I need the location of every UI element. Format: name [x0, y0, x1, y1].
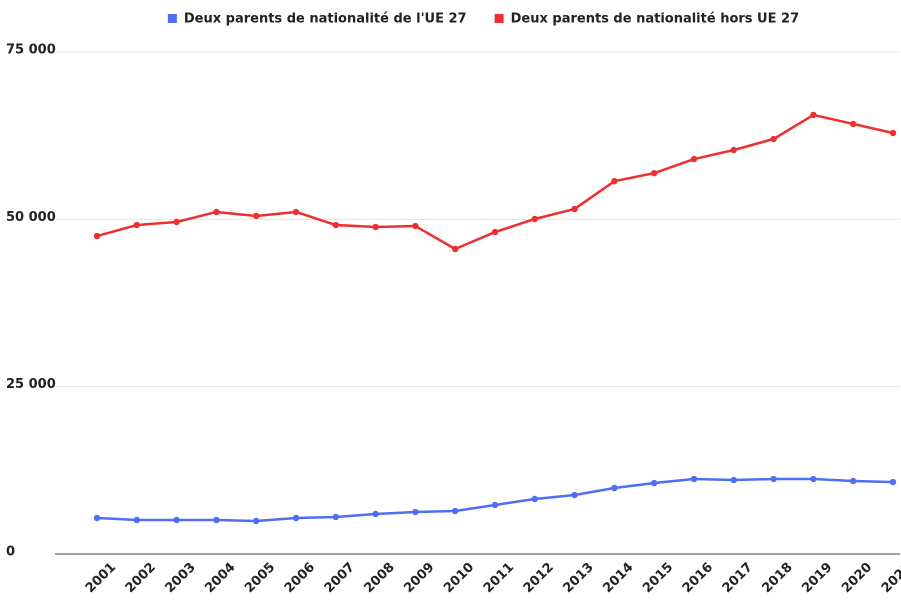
data-point	[531, 215, 538, 223]
x-tick-label: 2005	[242, 560, 278, 596]
x-tick-label: 2013	[561, 560, 597, 596]
x-tick-label: 2012	[521, 560, 557, 596]
legend-swatch	[494, 14, 504, 23]
data-point	[531, 495, 538, 503]
legend: Deux parents de nationalité de l'UE 27 De…	[167, 12, 800, 27]
x-tick-label: 2020	[839, 560, 875, 596]
data-point	[571, 205, 578, 213]
x-tick-label: 2018	[760, 560, 796, 596]
data-point	[690, 475, 698, 483]
x-tick-label: 2009	[401, 560, 437, 596]
data-point	[571, 491, 578, 499]
data-point	[770, 475, 777, 483]
data-point	[213, 516, 220, 524]
data-point	[611, 177, 618, 185]
x-tick-label: 2014	[600, 560, 636, 596]
data-point	[173, 516, 180, 524]
data-point	[690, 155, 698, 163]
x-tick-label: 2007	[322, 560, 358, 596]
data-point	[173, 218, 180, 226]
data-point	[372, 510, 379, 518]
x-tick-label: 2017	[720, 560, 756, 596]
data-point	[452, 507, 459, 515]
x-tick-label: 2008	[362, 560, 398, 596]
y-tick-label: 50 000	[6, 210, 56, 225]
data-point	[133, 516, 140, 524]
legend-label: Deux parents de nationalité hors UE 27	[511, 12, 800, 27]
data-point	[372, 223, 379, 231]
x-tick-label: 2021	[879, 560, 901, 596]
x-tick-label: 2003	[163, 560, 199, 596]
data-point	[651, 169, 658, 177]
data-point	[412, 508, 419, 516]
data-point	[491, 501, 499, 509]
data-point	[730, 146, 737, 154]
data-point	[611, 484, 618, 492]
data-point	[292, 514, 300, 522]
data-point	[332, 221, 339, 229]
y-tick-label: 0	[6, 545, 15, 560]
y-tick-label: 25 000	[6, 377, 56, 392]
legend-swatch	[167, 14, 177, 23]
data-point	[491, 228, 499, 236]
legend-label: Deux parents de nationalité de l'UE 27	[184, 12, 467, 27]
data-point	[889, 129, 897, 137]
data-point	[452, 245, 459, 253]
x-tick-label: 2004	[202, 560, 238, 596]
data-point	[213, 208, 220, 216]
data-point	[730, 476, 737, 484]
data-point	[253, 212, 260, 220]
x-tick-label: 2002	[123, 560, 159, 596]
x-tick-label: 2015	[640, 560, 676, 596]
x-tick-label: 2019	[799, 560, 835, 596]
x-tick-label: 2010	[441, 560, 477, 596]
data-point	[651, 479, 658, 487]
data-point	[292, 208, 300, 216]
data-point	[412, 222, 419, 230]
data-point	[770, 135, 777, 143]
data-point	[332, 513, 339, 521]
series-line	[96, 477, 894, 523]
x-tick-label: 2011	[481, 560, 517, 596]
y-tick-label: 75 000	[6, 43, 56, 58]
data-point	[850, 477, 857, 485]
data-point	[253, 517, 260, 525]
x-tick-label: 2016	[680, 560, 716, 596]
data-point	[133, 221, 140, 229]
x-tick-label: 2006	[282, 560, 318, 596]
data-point	[850, 120, 857, 128]
data-point	[93, 232, 101, 240]
data-point	[889, 478, 897, 486]
data-point	[810, 475, 817, 483]
data-point	[93, 514, 101, 522]
data-point	[810, 111, 817, 119]
x-tick-label: 2001	[83, 560, 119, 596]
